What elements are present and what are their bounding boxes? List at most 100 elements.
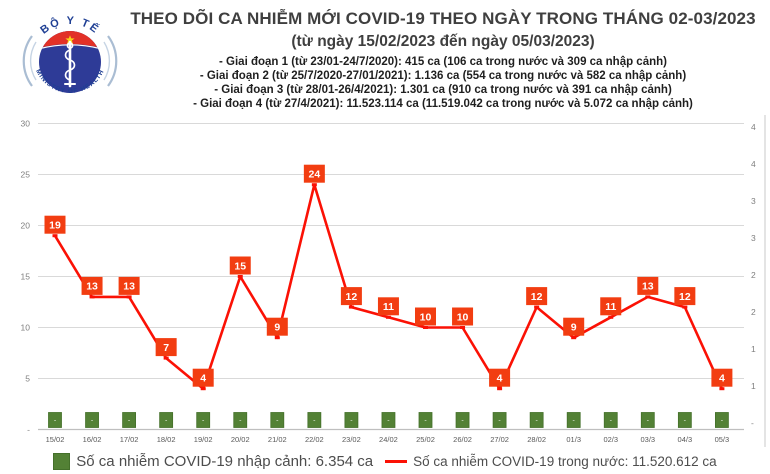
x-axis-date-label: 25/02 [416,435,435,444]
domestic-point-marker [89,295,95,299]
x-axis-date-label: 03/3 [640,435,655,444]
domestic-data-label: 24 [309,169,321,181]
right-axis-tick-label: 3 [751,233,756,243]
imported-marker-label: - [54,418,57,425]
domestic-point-marker [497,387,503,391]
x-axis-date-label: 18/02 [157,435,176,444]
domestic-data-label: 11 [383,301,394,313]
right-axis-tick-label: 3 [751,196,756,206]
x-axis-date-label: 02/3 [603,435,618,444]
imported-marker [85,412,99,428]
domestic-data-label: 13 [642,281,654,293]
domestic-point-marker [311,183,317,187]
moh-logo: BỘ Y TẾ MINISTRY OF HEALTH [22,15,118,95]
laurel-arcs [22,35,118,87]
domestic-point-marker [52,234,58,238]
x-axis-date-label: 21/02 [268,435,287,444]
x-axis-date-label: 04/3 [678,435,693,444]
chart-legend: Số ca nhiễm COVID-19 nhập cảnh: 6.354 ca… [0,449,770,474]
chart-header: THEO DÕI CA NHIỄM MỚI COVID-19 THEO NGÀY… [122,8,764,111]
right-edge-line [764,115,766,447]
imported-marker [529,412,544,428]
legend-swatch-domestic-icon [385,460,408,463]
period-line-3: - Giai đoạn 3 (từ 28/01-26/4/2021): 1.30… [214,84,672,96]
right-axis-tick-label: 4 [751,122,756,132]
imported-marker-label: - [610,418,613,425]
domestic-data-label: 4 [200,373,206,385]
x-axis-date-label: 15/02 [46,435,65,444]
domestic-data-label-box [303,164,325,183]
imported-marker [492,412,507,428]
imported-marker-label: - [276,418,279,425]
period-line-4: - Giai đoạn 4 (từ 27/4/2021): 11.523.114… [193,98,693,110]
domestic-data-label-box [563,317,585,336]
left-axis-tick-label: 25 [21,170,31,180]
legend-label-imported: Số ca nhiễm COVID-19 nhập cảnh: 6.354 ca [76,453,374,470]
domestic-data-label: 13 [86,281,98,293]
legend-swatch-imported-icon [53,453,71,470]
domestic-data-label-box [44,215,66,234]
domestic-point-marker [348,305,354,309]
imported-marker-label: - [387,418,390,425]
x-axis-date-label: 27/02 [490,435,509,444]
imported-marker-label: - [239,418,242,425]
x-axis-date-label: 26/02 [453,435,472,444]
imported-marker-label: - [461,418,464,425]
domestic-data-label: 15 [234,260,246,272]
domestic-point-marker [534,305,540,309]
left-axis-tick-label: 10 [21,323,31,333]
x-axis-date-label: 28/02 [527,435,546,444]
domestic-point-marker [200,387,206,391]
imported-marker [159,412,174,428]
x-axis-date-label: 23/02 [342,435,361,444]
domestic-data-label-box [118,276,140,295]
imported-marker [48,412,62,428]
star-icon [65,35,75,44]
imported-marker-label: - [684,418,687,425]
period-line-2: - Giai đoạn 2 (từ 25/7/2020-27/01/2021):… [199,70,687,82]
left-axis-tick-label: - [27,425,30,435]
period-summary: - Giai đoạn 1 (từ 23/01-24/7/2020): 415 … [122,55,764,111]
domestic-data-label: 19 [49,220,61,232]
domestic-data-label: 12 [346,291,358,303]
domestic-data-label: 11 [605,301,616,313]
legend-label-domestic: Số ca nhiễm COVID-19 trong nước: 11.520.… [413,454,717,469]
domestic-data-label-box [192,368,214,387]
domestic-data-label-box [489,368,511,387]
right-axis-tick-label: - [751,418,754,428]
domestic-data-label-box [674,287,696,306]
left-axis-tick-label: 30 [21,119,31,129]
imported-marker [307,412,322,428]
domestic-data-label: 12 [679,291,691,303]
left-axis-tick-label: 15 [21,272,31,282]
domestic-data-label-box [452,307,474,326]
x-axis-date-label: 22/02 [305,435,324,444]
imported-marker [344,412,359,428]
imported-marker-label: - [647,418,650,425]
domestic-data-label: 10 [457,311,469,323]
domestic-point-marker [608,315,614,319]
domestic-data-label-box [155,338,177,357]
domestic-point-marker [682,305,688,309]
x-axis-date-label: 05/3 [715,435,730,444]
x-axis-date-label: 19/02 [194,435,213,444]
imported-marker [418,412,433,428]
imported-marker-label: - [535,418,538,425]
x-axis-date-label: 24/02 [379,435,398,444]
imported-marker-label: - [721,418,724,425]
imported-marker [640,412,655,428]
imported-marker [715,412,729,428]
domestic-data-label-box [711,368,733,387]
imported-marker [122,412,136,428]
imported-marker-label: - [498,418,501,425]
right-axis-tick-label: 2 [751,270,756,280]
page-subtitle: (từ ngày 15/02/2023 đến ngày 05/03/2023) [291,33,595,50]
imported-marker-label: - [91,418,94,425]
domestic-data-label: 7 [163,342,169,354]
domestic-data-label-box [340,287,362,306]
domestic-data-label: 10 [420,311,432,323]
imported-marker [196,412,211,428]
imported-marker [270,412,285,428]
